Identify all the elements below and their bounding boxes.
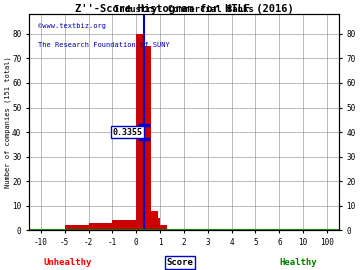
Bar bbox=[160, 225, 167, 230]
Text: 0.3355: 0.3355 bbox=[112, 127, 142, 137]
Text: ©www.textbiz.org: ©www.textbiz.org bbox=[38, 23, 106, 29]
Text: Industry: Commercial Banks: Industry: Commercial Banks bbox=[114, 5, 254, 14]
Text: Score: Score bbox=[167, 258, 193, 267]
Text: Healthy: Healthy bbox=[279, 258, 317, 267]
Bar bbox=[143, 46, 150, 230]
Text: Unhealthy: Unhealthy bbox=[43, 258, 91, 267]
Text: The Research Foundation of SUNY: The Research Foundation of SUNY bbox=[38, 42, 170, 48]
Title: Z''-Score Histogram for HTLF (2016): Z''-Score Histogram for HTLF (2016) bbox=[75, 4, 293, 14]
Bar bbox=[112, 221, 136, 230]
Bar bbox=[150, 211, 158, 230]
Y-axis label: Number of companies (151 total): Number of companies (151 total) bbox=[4, 56, 11, 188]
Bar bbox=[89, 223, 112, 230]
Bar bbox=[158, 218, 160, 230]
Bar bbox=[136, 34, 143, 230]
Bar bbox=[65, 225, 89, 230]
